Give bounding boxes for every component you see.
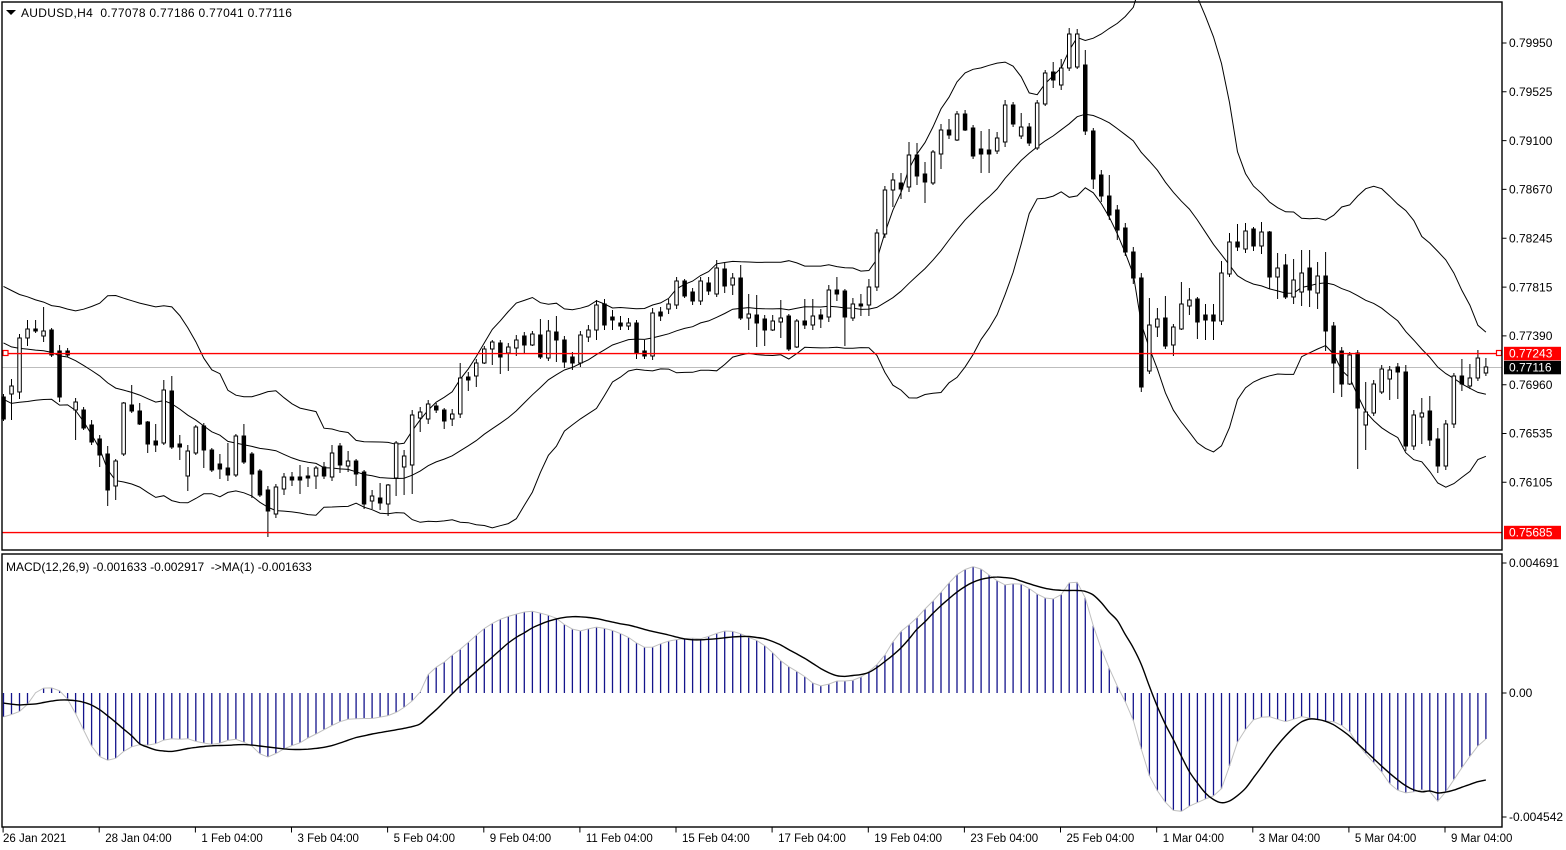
svg-text:0.76960: 0.76960 xyxy=(1509,378,1553,392)
svg-text:AUDUSD,H4 0.77078 0.77186 0.7: AUDUSD,H4 0.77078 0.77186 0.77041 0.7711… xyxy=(21,6,292,20)
svg-text:0.75685: 0.75685 xyxy=(1509,526,1553,540)
svg-text:0.76105: 0.76105 xyxy=(1509,476,1553,490)
svg-text:0.79100: 0.79100 xyxy=(1509,134,1553,148)
svg-text:0.00: 0.00 xyxy=(1509,686,1533,700)
svg-text:28 Jan 04:00: 28 Jan 04:00 xyxy=(105,833,172,845)
svg-text:9 Mar 04:00: 9 Mar 04:00 xyxy=(1451,833,1512,845)
svg-text:23 Feb 04:00: 23 Feb 04:00 xyxy=(970,833,1038,845)
svg-text:26 Jan 2021: 26 Jan 2021 xyxy=(3,833,66,845)
svg-text:3 Feb 04:00: 3 Feb 04:00 xyxy=(298,833,359,845)
svg-text:0.004691: 0.004691 xyxy=(1509,556,1559,570)
svg-text:0.77243: 0.77243 xyxy=(1509,347,1553,361)
svg-text:0.77116: 0.77116 xyxy=(1509,361,1552,375)
svg-text:0.76535: 0.76535 xyxy=(1509,427,1553,441)
svg-text:0.78245: 0.78245 xyxy=(1509,231,1553,245)
svg-text:3 Mar 04:00: 3 Mar 04:00 xyxy=(1259,833,1320,845)
svg-text:17 Feb 04:00: 17 Feb 04:00 xyxy=(778,833,846,845)
svg-text:1 Mar 04:00: 1 Mar 04:00 xyxy=(1163,833,1224,845)
svg-text:0.77815: 0.77815 xyxy=(1509,280,1553,294)
svg-text:0.79950: 0.79950 xyxy=(1509,36,1553,50)
svg-text:0.78670: 0.78670 xyxy=(1509,183,1553,197)
svg-text:0.77390: 0.77390 xyxy=(1509,329,1553,343)
svg-text:MACD(12,26,9) -0.001633 -0.002: MACD(12,26,9) -0.001633 -0.002917 ->MA(1… xyxy=(6,560,312,574)
svg-text:5 Mar 04:00: 5 Mar 04:00 xyxy=(1355,833,1416,845)
svg-text:25 Feb 04:00: 25 Feb 04:00 xyxy=(1067,833,1135,845)
svg-text:-0.004542: -0.004542 xyxy=(1509,810,1563,824)
svg-text:11 Feb 04:00: 11 Feb 04:00 xyxy=(586,833,653,845)
svg-text:1 Feb 04:00: 1 Feb 04:00 xyxy=(201,833,262,845)
svg-text:5 Feb 04:00: 5 Feb 04:00 xyxy=(394,833,455,845)
svg-text:19 Feb 04:00: 19 Feb 04:00 xyxy=(874,833,942,845)
svg-text:0.79525: 0.79525 xyxy=(1509,85,1553,99)
svg-text:9 Feb 04:00: 9 Feb 04:00 xyxy=(490,833,551,845)
svg-text:15 Feb 04:00: 15 Feb 04:00 xyxy=(682,833,750,845)
